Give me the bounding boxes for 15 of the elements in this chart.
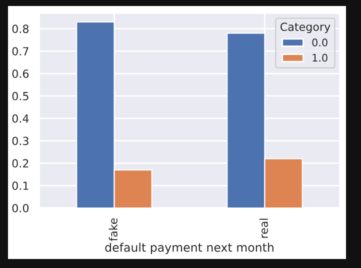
y-tick-label: 0.2 xyxy=(12,159,28,168)
y-tick-label: 0.5 xyxy=(12,92,28,100)
legend-label: 1.0 xyxy=(312,54,328,62)
y-tick-label: 0.0 xyxy=(12,204,29,212)
x-tick-label: fake xyxy=(108,218,118,242)
x-axis-title: default payment next month xyxy=(105,242,274,254)
legend-label: 0.0 xyxy=(312,38,328,46)
y-tick-label: 0.1 xyxy=(12,182,28,190)
legend-title: Category xyxy=(280,22,330,34)
y-tick-label: 0.8 xyxy=(12,24,29,34)
x-tick-label: real xyxy=(259,218,268,238)
y-tick-label: 0.6 xyxy=(12,69,29,78)
y-tick-label: 0.4 xyxy=(12,114,29,123)
y-tick-label: 0.7 xyxy=(12,47,28,56)
y-tick-label: 0.3 xyxy=(12,136,28,146)
